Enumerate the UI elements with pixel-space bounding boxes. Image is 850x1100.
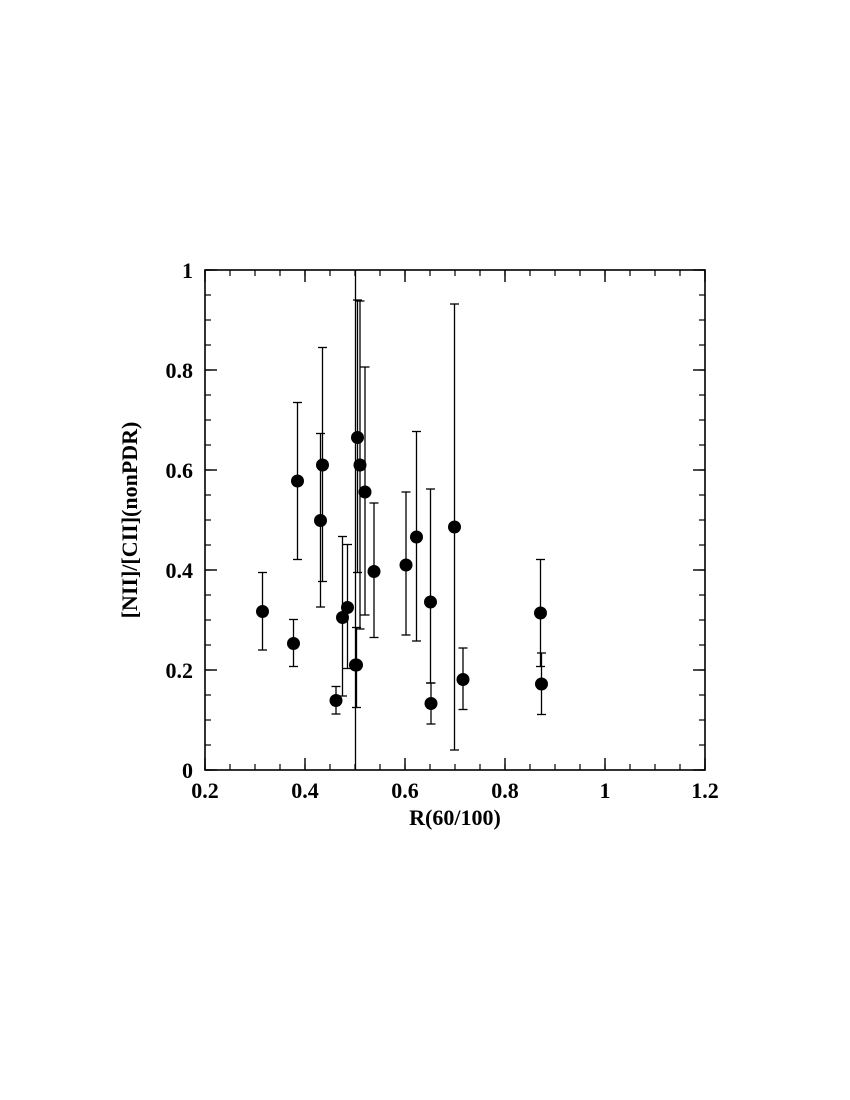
x-axis-label: R(60/100) (409, 805, 501, 830)
data-point (316, 458, 329, 472)
y-tick-label: 1 (182, 258, 193, 283)
data-point (329, 694, 343, 707)
error-bars (258, 270, 546, 770)
x-tick-label: 0.4 (291, 778, 319, 803)
data-point (353, 458, 367, 472)
y-tick-labels: 0 0.2 0.4 0.6 0.8 1 (166, 258, 194, 783)
x-tick-label: 1 (600, 778, 611, 803)
x-tick-labels: 0.2 0.4 0.6 0.8 1 1.2 (191, 778, 719, 803)
data-point (358, 485, 372, 499)
data-point (351, 431, 364, 444)
data-point (424, 697, 438, 710)
data-point (336, 611, 349, 624)
x-tick-label: 1.2 (691, 778, 719, 803)
data-point (314, 514, 327, 527)
x-tick-label: 0.2 (191, 778, 219, 803)
data-point (410, 530, 423, 544)
data-point (535, 677, 548, 691)
x-tick-label: 0.6 (391, 778, 419, 803)
data-point (256, 605, 269, 618)
x-tick-label: 0.8 (491, 778, 519, 803)
y-tick-label: 0.4 (166, 558, 194, 583)
data-point (399, 558, 413, 572)
y-tick-label: 0.6 (166, 458, 194, 483)
data-point (341, 601, 354, 614)
y-tick-label: 0 (182, 758, 193, 783)
data-point (456, 673, 470, 686)
data-point (534, 606, 547, 620)
data-point (424, 595, 437, 609)
data-point (287, 637, 300, 650)
y-tick-label: 0.2 (166, 658, 194, 683)
data-point (448, 520, 461, 534)
data-points (256, 431, 548, 710)
data-point (350, 658, 363, 672)
y-axis-label: [NII]/[CII](nonPDR) (117, 422, 142, 619)
plot-frame (204, 269, 706, 771)
data-point (291, 474, 304, 488)
y-tick-label: 0.8 (166, 358, 194, 383)
data-point (367, 565, 381, 578)
